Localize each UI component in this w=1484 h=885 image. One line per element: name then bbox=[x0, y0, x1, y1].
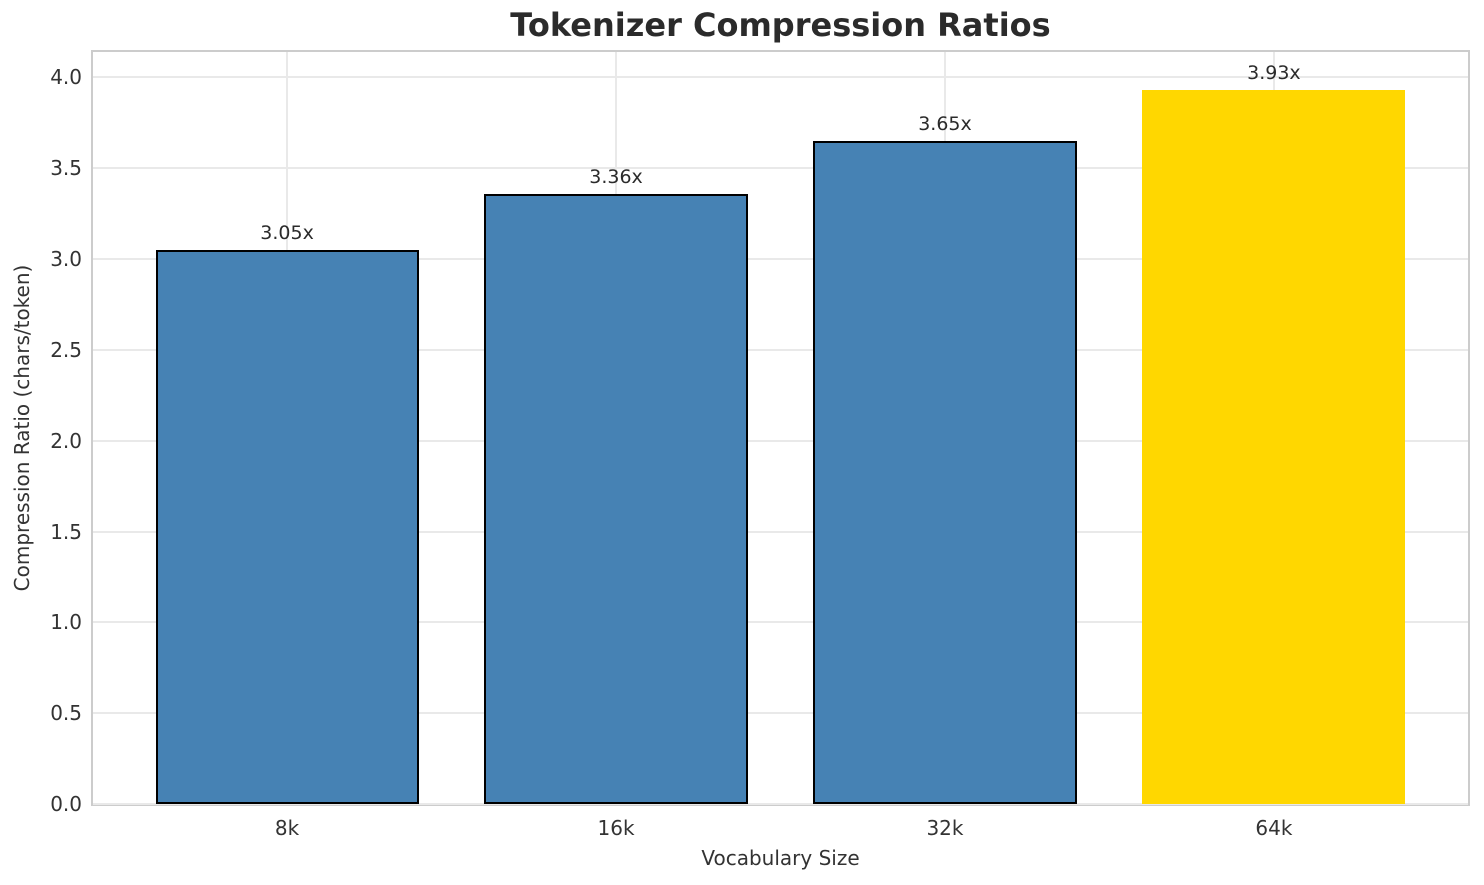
y-gridline bbox=[93, 258, 1468, 261]
y-gridline bbox=[93, 76, 1468, 79]
bar-16k bbox=[484, 193, 748, 804]
y-gridline bbox=[93, 712, 1468, 715]
y-axis-label: Compression Ratio (chars/token) bbox=[10, 264, 34, 592]
x-tick-label: 64k bbox=[1255, 816, 1293, 840]
y-gridline bbox=[93, 530, 1468, 533]
y-tick-label: 0.5 bbox=[50, 701, 82, 726]
bar-8k bbox=[155, 250, 419, 804]
y-tick-label: 2.0 bbox=[50, 428, 82, 453]
bar-32k bbox=[813, 141, 1077, 804]
bar-64k bbox=[1142, 90, 1406, 804]
y-tick-label: 1.5 bbox=[50, 519, 82, 544]
x-tick-label: 16k bbox=[597, 816, 635, 840]
plot-area: 0.0 0.5 1.0 1.5 2.0 2.5 3.0 3.5 4.0 8k 16k 32k 64k 3.… bbox=[50, 50, 1470, 840]
bar-value-label: 3.65x bbox=[918, 113, 972, 136]
x-tick-label: 32k bbox=[926, 816, 964, 840]
bar-value-label: 3.36x bbox=[589, 165, 643, 188]
y-tick-label: 3.5 bbox=[50, 156, 82, 181]
y-gridline bbox=[93, 167, 1468, 170]
chart-title: Tokenizer Compression Ratios bbox=[510, 6, 1051, 44]
y-tick-label: 0.0 bbox=[50, 792, 82, 816]
x-tick-label: 8k bbox=[274, 816, 300, 840]
bar-value-label: 3.93x bbox=[1247, 62, 1301, 85]
x-axis-label: Vocabulary Size bbox=[701, 846, 860, 870]
bar-value-label: 3.05x bbox=[260, 222, 314, 244]
y-tick-label: 4.0 bbox=[50, 65, 82, 90]
y-gridline bbox=[93, 439, 1468, 442]
y-gridline bbox=[93, 803, 1468, 805]
y-tick-label: 2.5 bbox=[50, 337, 82, 362]
y-gridline bbox=[93, 348, 1468, 351]
y-gridline bbox=[93, 621, 1468, 624]
y-tick-label: 3.0 bbox=[50, 247, 82, 272]
y-tick-label: 1.0 bbox=[50, 610, 82, 635]
